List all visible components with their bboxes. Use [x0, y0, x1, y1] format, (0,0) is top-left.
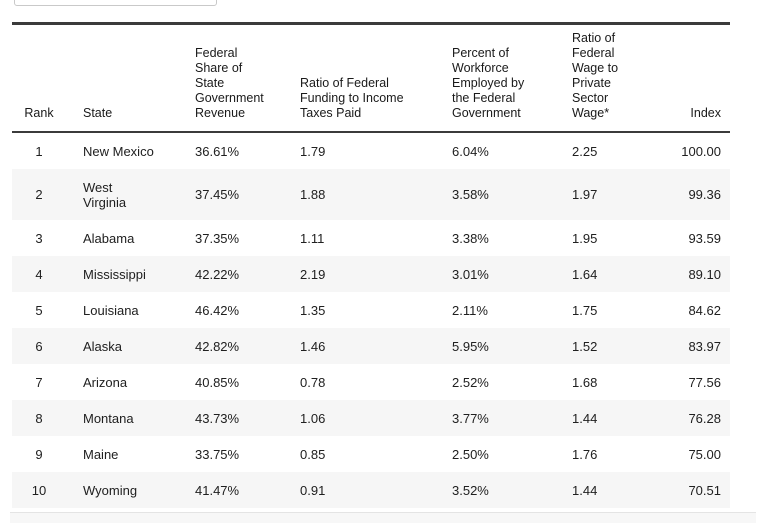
column-header-fed_share: Federal Share of State Government Revenu… — [182, 23, 287, 133]
cell-fed_share: 41.47% — [195, 482, 240, 498]
table-row: 3 Alabama 37.35% 1.11 3.38% 1.95 93.59 — [12, 220, 730, 256]
cell-ratio_wage: 1.44 — [572, 482, 598, 498]
table-header-row: Rank State Federal Share of State Governme… — [12, 23, 730, 133]
table-row: 1 New Mexico 36.61% 1.79 6.04% 2.25 100.00 — [12, 132, 730, 169]
top-partial-control[interactable] — [14, 0, 217, 6]
cell-state: Montana — [83, 410, 134, 426]
cell-ratio_funding: 1.35 — [300, 302, 326, 318]
cell-fed_share: 40.85% — [195, 374, 240, 390]
column-header-ratio_wage: Ratio of Federal Wage to Private Sector … — [559, 23, 659, 133]
cell-index: 84.62 — [688, 302, 721, 318]
cell-pct_workforce: 3.58% — [452, 187, 489, 202]
cell-fed_share: 42.22% — [195, 266, 240, 282]
cell-ratio_wage: 1.44 — [572, 410, 598, 426]
table-row: 5 Louisiana 46.42% 1.35 2.11% 1.75 84.62 — [12, 292, 730, 328]
table-body: 1 New Mexico 36.61% 1.79 6.04% 2.25 100.00 2 Wes… — [12, 132, 730, 508]
cell-rank: 1 — [35, 143, 43, 159]
cell-ratio_wage: 1.75 — [572, 302, 598, 318]
cell-fed_share: 42.82% — [195, 338, 240, 354]
table-row: 9 Maine 33.75% 0.85 2.50% 1.76 75.00 — [12, 436, 730, 472]
cell-state: New Mexico — [83, 143, 154, 159]
column-header-state: State — [70, 23, 182, 133]
cell-ratio_wage: 1.97 — [572, 187, 598, 202]
cell-ratio_funding: 1.06 — [300, 410, 326, 426]
cell-state: Mississippi — [83, 266, 146, 282]
cell-rank: 8 — [35, 410, 43, 426]
column-header-pct_workforce: Percent of Workforce Employed by the Fed… — [439, 23, 559, 133]
cell-state: West Virginia — [83, 179, 127, 210]
cell-index: 83.97 — [688, 338, 721, 354]
cell-ratio_funding: 1.46 — [300, 338, 326, 354]
cell-index: 89.10 — [688, 266, 721, 282]
cell-pct_workforce: 2.11% — [452, 302, 488, 318]
cell-index: 70.51 — [688, 482, 721, 498]
cell-index: 100.00 — [681, 143, 721, 159]
cell-pct_workforce: 3.38% — [452, 230, 489, 246]
cell-pct_workforce: 2.50% — [452, 446, 489, 462]
cell-rank: 4 — [35, 266, 43, 282]
cell-ratio_funding: 1.11 — [300, 230, 325, 246]
cell-pct_workforce: 3.77% — [452, 410, 489, 426]
table-row: 4 Mississippi 42.22% 2.19 3.01% 1.64 89.10 — [12, 256, 730, 292]
column-header-index: Index — [659, 23, 730, 133]
cell-ratio_wage: 1.52 — [572, 338, 598, 354]
cell-ratio_wage: 1.64 — [572, 266, 598, 282]
cell-ratio_funding: 2.19 — [300, 266, 326, 282]
cell-state: Wyoming — [83, 482, 138, 498]
cell-rank: 10 — [31, 482, 47, 498]
cell-state: Alaska — [83, 338, 123, 354]
cell-rank: 5 — [35, 302, 43, 318]
cell-pct_workforce: 5.95% — [452, 338, 489, 354]
federal-dependence-table: Rank State Federal Share of State Governme… — [12, 22, 730, 508]
cell-fed_share: 37.35% — [195, 230, 240, 246]
column-header-rank: Rank — [12, 23, 70, 133]
bottom-cutoff-section — [10, 512, 756, 523]
cell-pct_workforce: 3.01% — [452, 266, 489, 282]
table-row: 8 Montana 43.73% 1.06 3.77% 1.44 76.28 — [12, 400, 730, 436]
table-row: 2 West Virginia 37.45% 1.88 3.58% 1.97 99.36 — [12, 169, 730, 220]
cell-rank: 9 — [35, 446, 43, 462]
cell-index: 76.28 — [688, 410, 721, 426]
cell-ratio_funding: 0.85 — [300, 446, 326, 462]
cell-rank: 2 — [35, 187, 43, 202]
cell-fed_share: 33.75% — [195, 446, 240, 462]
cell-index: 75.00 — [688, 446, 721, 462]
cell-ratio_wage: 1.95 — [572, 230, 598, 246]
cell-ratio_wage: 2.25 — [572, 143, 598, 159]
table-row: 7 Arizona 40.85% 0.78 2.52% 1.68 77.56 — [12, 364, 730, 400]
cell-ratio_funding: 1.88 — [300, 187, 326, 202]
cell-state: Louisiana — [83, 302, 139, 318]
cell-ratio_wage: 1.68 — [572, 374, 598, 390]
cell-state: Alabama — [83, 230, 135, 246]
cell-ratio_funding: 0.78 — [300, 374, 326, 390]
cell-ratio_funding: 1.79 — [300, 143, 326, 159]
table-row: 10 Wyoming 41.47% 0.91 3.52% 1.44 70.51 — [12, 472, 730, 508]
cell-pct_workforce: 3.52% — [452, 482, 489, 498]
cell-state: Maine — [83, 446, 119, 462]
cell-state: Arizona — [83, 374, 128, 390]
cell-index: 77.56 — [688, 374, 721, 390]
cell-rank: 7 — [35, 374, 43, 390]
cell-fed_share: 43.73% — [195, 410, 240, 426]
cell-ratio_funding: 0.91 — [300, 482, 326, 498]
cell-index: 93.59 — [688, 230, 721, 246]
cell-fed_share: 36.61% — [195, 143, 240, 159]
table-header: Rank State Federal Share of State Governme… — [12, 23, 730, 133]
cell-rank: 6 — [35, 338, 43, 354]
cell-index: 99.36 — [688, 187, 721, 202]
cell-ratio_wage: 1.76 — [572, 446, 598, 462]
cell-pct_workforce: 2.52% — [452, 374, 489, 390]
cell-fed_share: 37.45% — [195, 187, 240, 202]
cell-fed_share: 46.42% — [195, 302, 240, 318]
cell-pct_workforce: 6.04% — [452, 143, 489, 159]
column-header-ratio_funding: Ratio of Federal Funding to Income Taxes… — [287, 23, 439, 133]
cell-rank: 3 — [35, 230, 43, 246]
table-row: 6 Alaska 42.82% 1.46 5.95% 1.52 83.97 — [12, 328, 730, 364]
